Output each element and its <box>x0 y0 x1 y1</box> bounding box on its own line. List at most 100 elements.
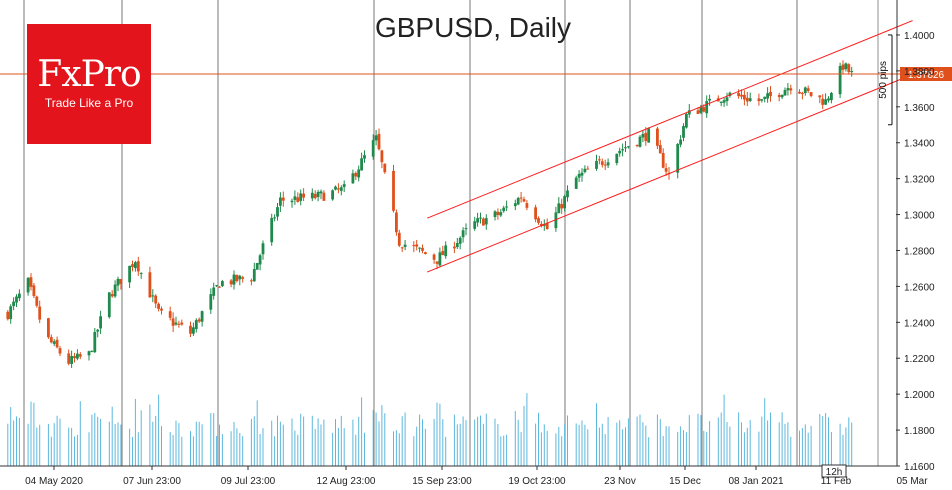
candle <box>635 144 639 148</box>
candle <box>119 278 123 290</box>
candle <box>595 154 598 171</box>
candle <box>90 350 94 353</box>
candle <box>801 91 804 100</box>
candle <box>363 150 366 163</box>
candle <box>745 92 749 106</box>
candle <box>598 155 601 165</box>
candle <box>638 134 642 148</box>
candle <box>70 350 73 368</box>
candle <box>232 270 236 290</box>
candle <box>719 101 723 107</box>
channel-lower-line <box>427 74 913 273</box>
candle <box>560 198 564 215</box>
candle <box>766 87 769 103</box>
candle <box>157 302 160 312</box>
candle <box>412 241 416 253</box>
candle <box>87 350 91 361</box>
candle <box>522 196 526 203</box>
candle <box>421 244 424 254</box>
candle <box>76 349 79 361</box>
candle <box>566 185 569 202</box>
candle <box>722 97 726 107</box>
x-tick-label: 11 Feb <box>821 476 852 487</box>
candle <box>740 89 743 100</box>
candle <box>281 191 285 207</box>
candle <box>73 352 76 363</box>
candle <box>322 190 326 201</box>
candle <box>484 214 488 230</box>
candle <box>400 246 404 253</box>
candle <box>658 140 662 154</box>
candle <box>789 84 793 95</box>
candle <box>827 96 830 103</box>
candle <box>618 147 622 157</box>
candle <box>705 95 709 118</box>
candle <box>139 272 143 279</box>
candle <box>35 295 39 308</box>
candle <box>99 310 102 335</box>
candle <box>238 274 242 286</box>
candle <box>47 317 50 339</box>
candle <box>534 204 537 223</box>
last-bar-box <box>821 464 847 478</box>
candle <box>154 294 158 309</box>
candle <box>786 83 790 96</box>
candle <box>545 218 549 230</box>
candle <box>415 239 419 251</box>
candle <box>38 300 42 324</box>
channel-upper-line <box>427 20 913 219</box>
candle <box>113 280 117 298</box>
candle <box>809 92 813 98</box>
candle <box>830 91 833 104</box>
y-tick-label: 1.3000 <box>904 211 935 222</box>
candle <box>850 66 854 77</box>
candle <box>479 212 482 224</box>
candle <box>757 93 761 106</box>
candle <box>438 247 442 268</box>
candle <box>844 62 848 72</box>
candle <box>461 227 465 243</box>
candle <box>574 175 578 190</box>
candle <box>192 322 195 336</box>
price-tag <box>900 67 952 82</box>
candle <box>110 290 114 298</box>
y-tick-label: 1.2600 <box>904 282 935 293</box>
candle <box>136 256 140 276</box>
candle <box>209 288 213 314</box>
candle <box>525 200 529 211</box>
candle <box>270 213 274 246</box>
candle <box>78 352 82 360</box>
x-tick-label: 05 Mar <box>896 476 928 487</box>
candle <box>212 282 216 300</box>
candle <box>806 85 810 93</box>
candle <box>496 208 500 220</box>
candle <box>493 210 497 221</box>
candle <box>803 86 807 96</box>
candle <box>58 345 62 357</box>
candle <box>279 192 282 212</box>
candle <box>174 316 178 326</box>
candle <box>273 214 276 222</box>
candle <box>473 216 477 231</box>
candle <box>354 171 358 181</box>
candle <box>374 129 378 146</box>
candle <box>580 168 584 182</box>
x-tick-label: 09 Jul 23:00 <box>221 476 276 487</box>
candle <box>171 312 175 333</box>
y-tick-label: 1.3400 <box>904 139 935 150</box>
candle <box>708 94 711 106</box>
candle <box>215 284 218 287</box>
candle <box>557 197 561 214</box>
candle <box>641 130 645 143</box>
candle <box>464 223 468 236</box>
candle <box>397 229 401 248</box>
candle <box>194 318 198 333</box>
candle <box>542 219 546 231</box>
candle <box>26 277 30 296</box>
fxpro-logo: FxPro Trade Like a Pro <box>27 24 151 144</box>
candle <box>403 240 407 251</box>
candle <box>838 62 842 99</box>
candle <box>824 93 827 105</box>
candle <box>337 183 340 194</box>
